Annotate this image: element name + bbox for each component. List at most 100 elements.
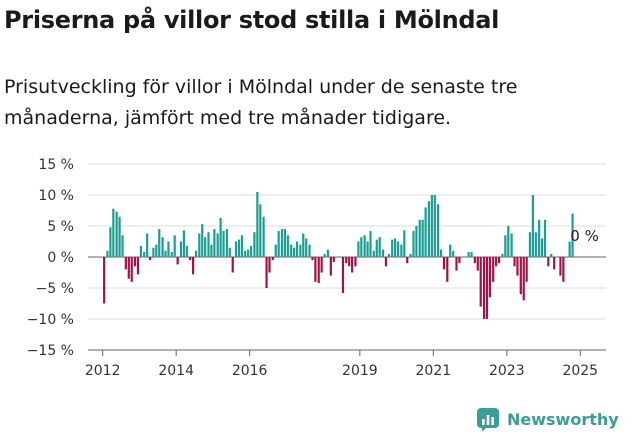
brand-name: Newsworthy <box>507 409 619 429</box>
bar <box>543 219 547 257</box>
y-tick-label: 15 % <box>38 157 74 173</box>
bar <box>222 230 225 257</box>
y-tick-label: −15 % <box>27 343 74 359</box>
bar <box>191 257 195 275</box>
bar <box>179 241 183 257</box>
bar <box>442 257 446 270</box>
bar <box>378 237 381 257</box>
bar <box>372 250 375 257</box>
bar <box>559 257 562 276</box>
bar <box>497 257 501 264</box>
chart-subtitle: Prisutveckling för villor i Mölndal unde… <box>4 76 518 129</box>
bar <box>329 257 332 276</box>
bar <box>127 257 130 279</box>
y-tick-label: −10 % <box>27 312 74 328</box>
bar <box>354 257 357 267</box>
y-tick-label: 0 % <box>47 250 74 266</box>
bar <box>507 226 510 257</box>
bar <box>427 201 431 257</box>
y-axis-tick-labels: 15 % 10 % 5 % 0 % −5 % −10 % −15 % <box>27 157 74 359</box>
bar <box>516 257 519 276</box>
bar <box>492 257 495 282</box>
bar <box>225 229 228 257</box>
bar <box>400 244 403 257</box>
bars <box>103 191 574 319</box>
bar <box>210 244 213 257</box>
bar <box>124 257 127 270</box>
bar <box>452 250 455 257</box>
bar <box>234 241 238 257</box>
bar <box>283 229 287 257</box>
x-tick-label: 2019 <box>342 363 378 379</box>
bar <box>449 244 452 257</box>
bar <box>290 244 293 257</box>
bar <box>213 229 216 257</box>
bar <box>139 245 142 257</box>
bar <box>185 245 188 257</box>
bar <box>473 257 476 264</box>
bar <box>170 252 173 257</box>
bar <box>488 257 492 298</box>
bar <box>384 257 388 267</box>
bar <box>204 237 207 257</box>
bar <box>366 241 369 257</box>
bar <box>412 230 415 257</box>
x-tick-label: 2021 <box>416 363 452 379</box>
bar <box>387 253 390 257</box>
bar <box>406 257 409 264</box>
bar <box>201 224 204 257</box>
bar <box>326 249 329 257</box>
bar <box>528 232 532 257</box>
bar <box>302 233 305 257</box>
bar <box>228 247 231 257</box>
bar <box>198 233 201 257</box>
y-tick-label: 10 % <box>38 188 74 204</box>
bar <box>522 257 525 301</box>
x-tick-label: 2014 <box>158 363 194 379</box>
newsworthy-logo[interactable]: Newsworthy <box>476 407 619 431</box>
bar <box>433 195 436 257</box>
bar <box>121 235 124 257</box>
bar <box>216 233 219 257</box>
bar <box>194 250 198 257</box>
bar <box>430 195 433 257</box>
bar <box>375 239 378 257</box>
bar <box>143 252 146 257</box>
bar <box>130 257 133 282</box>
bar <box>112 208 115 257</box>
bar <box>103 257 106 304</box>
bar <box>265 257 268 288</box>
bar <box>547 257 550 267</box>
bar <box>409 253 412 257</box>
y-tick-label: −5 % <box>36 281 74 297</box>
bar <box>415 226 418 257</box>
bar <box>345 257 348 264</box>
bar <box>424 207 427 257</box>
bar <box>118 216 121 257</box>
bar <box>467 252 470 257</box>
bar <box>115 211 118 257</box>
bar <box>148 257 152 261</box>
bar <box>286 235 289 257</box>
chart-title: Priserna på villor stod stilla i Mölndal <box>4 6 500 34</box>
bar <box>219 217 222 257</box>
bar <box>231 257 234 273</box>
bar <box>369 230 372 257</box>
bar <box>403 230 406 257</box>
bar <box>332 257 335 262</box>
bar <box>173 235 176 257</box>
bar <box>439 249 443 257</box>
bar <box>391 239 394 257</box>
bar <box>259 204 262 257</box>
bar <box>256 191 259 257</box>
price-change-bar-chart: 15 %10 %5 %0 %−5 %−10 %−15 % 2012 2014 201… <box>27 157 606 379</box>
bar <box>348 257 351 267</box>
bar <box>519 257 522 295</box>
bar <box>479 257 482 307</box>
bar <box>176 257 179 265</box>
bar <box>418 219 421 257</box>
annotation: 0 % <box>570 227 599 245</box>
bar <box>305 238 308 257</box>
bar <box>531 195 534 257</box>
bar <box>341 257 345 293</box>
